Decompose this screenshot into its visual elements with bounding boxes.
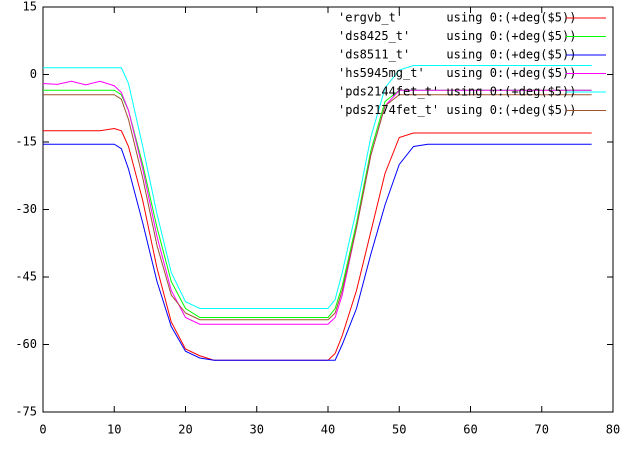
series-line xyxy=(43,143,592,361)
x-tick-label: 20 xyxy=(178,423,192,437)
legend-label: 'ds8511_t' using 0:(+deg($5)) xyxy=(338,48,576,62)
x-tick-label: 70 xyxy=(535,423,549,437)
series-line xyxy=(43,89,592,318)
x-tick-label: 30 xyxy=(250,423,264,437)
y-tick-label: -30 xyxy=(15,202,37,216)
series-line xyxy=(43,65,592,309)
x-tick-label: 50 xyxy=(392,423,406,437)
series-line xyxy=(42,80,592,325)
legend-label: 'ergvb_t' using 0:(+deg($5)) xyxy=(338,11,576,25)
y-tick-label: 15 xyxy=(23,0,37,14)
series-line xyxy=(43,94,592,321)
x-tick-label: 60 xyxy=(463,423,477,437)
legend-label: 'ds8425_t' using 0:(+deg($5)) xyxy=(338,29,576,43)
y-tick-label: -60 xyxy=(15,337,37,351)
x-tick-label: 40 xyxy=(321,423,335,437)
x-tick-label: 10 xyxy=(107,423,121,437)
legend-label: 'hs5945mg_t' using 0:(+deg($5)) xyxy=(338,66,576,80)
x-tick-label: 0 xyxy=(39,423,46,437)
y-tick-label: -45 xyxy=(15,270,37,284)
x-tick-label: 80 xyxy=(606,423,620,437)
y-tick-label: -15 xyxy=(15,135,37,149)
y-tick-label: -75 xyxy=(15,405,37,419)
legend-label: 'pds2174fet_t' using 0:(+deg($5)) xyxy=(338,103,576,117)
legend-label: 'pds2144fet_t' using 0:(+deg($5)) xyxy=(338,85,576,99)
series-line xyxy=(43,127,592,361)
y-tick-label: 0 xyxy=(30,67,37,81)
